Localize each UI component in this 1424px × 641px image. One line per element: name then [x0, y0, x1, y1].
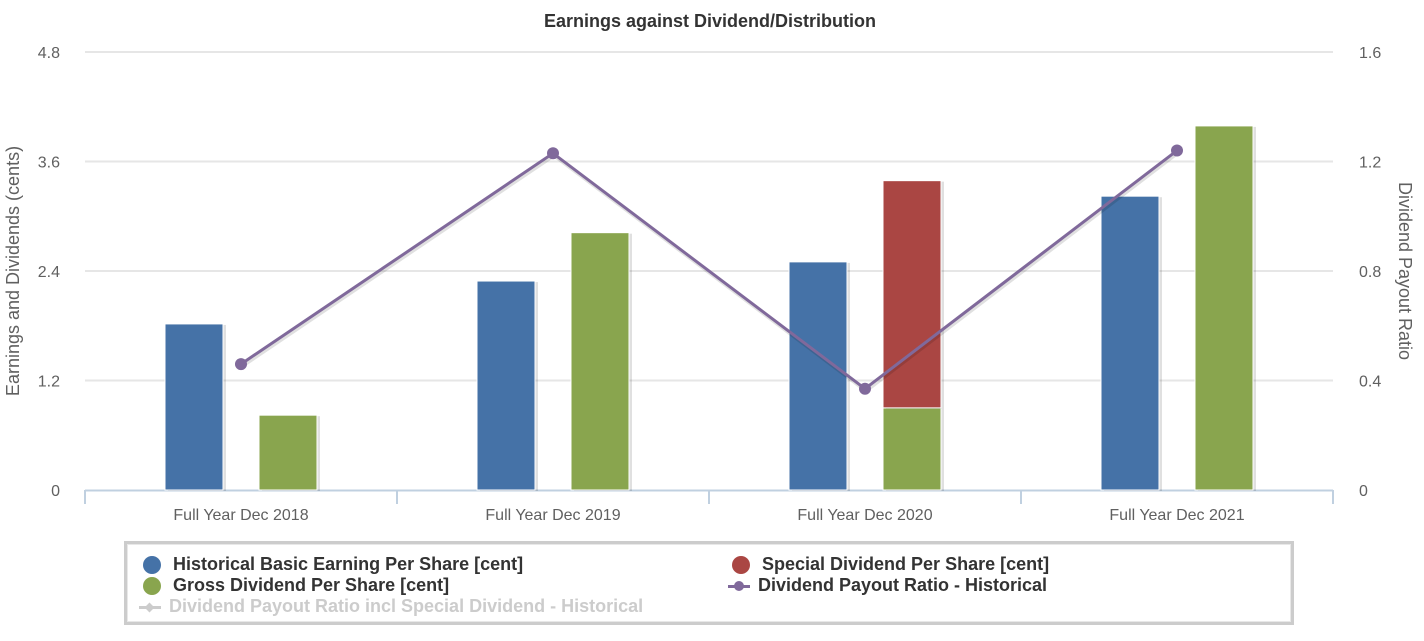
x-tick-label: Full Year Dec 2020 — [797, 507, 932, 524]
bar-gross-dividend — [258, 414, 318, 491]
bar-eps — [788, 261, 848, 491]
bar-eps — [164, 323, 224, 491]
left-tick-label: 1.2 — [38, 374, 60, 391]
legend-label: Dividend Payout Ratio - Historical — [758, 575, 1048, 595]
circle-icon — [143, 576, 161, 595]
x-tick-label: Full Year Dec 2019 — [485, 507, 620, 524]
circle-icon — [143, 555, 161, 574]
payout-ratio-point — [547, 147, 559, 160]
payout-ratio-point — [1171, 144, 1183, 157]
bar-gross-dividend — [570, 232, 630, 491]
line-marker-icon — [728, 577, 750, 595]
left-tick-label: 0 — [51, 483, 60, 500]
bar-eps — [1100, 195, 1160, 491]
line-series — [235, 144, 1183, 395]
right-tick-label: 0.8 — [1359, 264, 1381, 281]
left-axis-title: Earnings and Dividends (cents) — [3, 146, 23, 396]
right-tick-label: 1.6 — [1359, 45, 1381, 62]
left-tick-label: 3.6 — [38, 155, 60, 172]
legend-item-eps[interactable]: Historical Basic Earning Per Share [cent… — [143, 554, 523, 575]
bar-special-dividend — [882, 180, 942, 409]
bar-eps — [476, 280, 536, 491]
legend-label: Special Dividend Per Share [cent] — [762, 554, 1050, 574]
left-axis-ticks: 0 1.2 2.4 3.6 4.8 — [38, 45, 60, 500]
left-tick-label: 4.8 — [38, 45, 60, 62]
legend-label: Gross Dividend Per Share [cent] — [173, 575, 450, 595]
right-axis-ticks: 0 0.4 0.8 1.2 1.6 — [1359, 45, 1381, 500]
legend-label: Dividend Payout Ratio incl Special Divid… — [169, 596, 644, 616]
left-tick-label: 2.4 — [38, 264, 60, 281]
bar-gross-dividend — [882, 407, 942, 491]
legend-item-special-dividend[interactable]: Special Dividend Per Share [cent] — [732, 554, 1049, 575]
x-tick-label: Full Year Dec 2021 — [1109, 507, 1244, 524]
x-tick-label: Full Year Dec 2018 — [173, 507, 308, 524]
legend-label: Historical Basic Earning Per Share [cent… — [173, 554, 524, 574]
legend-item-gross-dividend[interactable]: Gross Dividend Per Share [cent] — [143, 575, 449, 596]
right-axis-title: Dividend Payout Ratio — [1395, 182, 1415, 360]
x-axis: Full Year Dec 2018 Full Year Dec 2019 Full… — [84, 489, 1334, 524]
legend-item-payout-ratio[interactable]: Dividend Payout Ratio - Historical — [728, 575, 1047, 596]
bars — [164, 125, 1256, 492]
payout-ratio-line — [240, 149, 1178, 391]
bar-gross-dividend — [1194, 125, 1254, 491]
legend-item-payout-ratio-incl-special[interactable]: Dividend Payout Ratio incl Special Divid… — [139, 596, 643, 617]
legend: Historical Basic Earning Per Share [cent… — [124, 541, 1294, 625]
circle-icon — [732, 555, 750, 574]
chart: Earnings against Dividend/Distribution 0… — [3, 11, 1415, 524]
right-tick-label: 0.4 — [1359, 374, 1381, 391]
line-diamond-icon — [139, 598, 161, 616]
right-tick-label: 1.2 — [1359, 155, 1381, 172]
right-tick-label: 0 — [1359, 483, 1368, 500]
chart-title: Earnings against Dividend/Distribution — [544, 11, 876, 31]
payout-ratio-point — [859, 382, 871, 395]
payout-ratio-point — [235, 358, 247, 371]
